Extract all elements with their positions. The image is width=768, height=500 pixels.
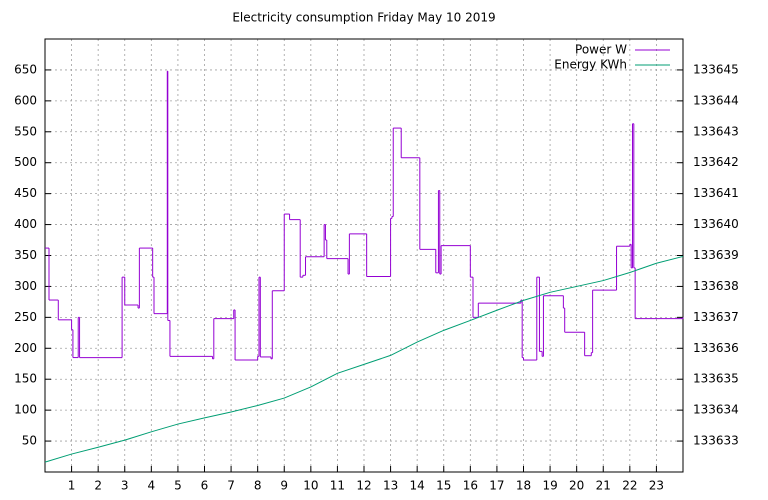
- legend-label: Power W: [575, 43, 627, 57]
- x-tick-label: 11: [330, 479, 345, 493]
- y-tick-label: 100: [14, 403, 37, 417]
- y2-tick-label: 133642: [693, 155, 739, 169]
- y-tick-label: 250: [14, 310, 37, 324]
- x-tick-label: 18: [516, 479, 531, 493]
- y-tick-label: 150: [14, 372, 37, 386]
- y2-tick-label: 133636: [693, 341, 739, 355]
- y-tick-label: 450: [14, 186, 37, 200]
- y2-tick-label: 133639: [693, 248, 739, 262]
- x-tick-label: 7: [227, 479, 235, 493]
- x-tick-label: 20: [569, 479, 584, 493]
- x-tick-label: 14: [410, 479, 425, 493]
- y-tick-label: 600: [14, 93, 37, 107]
- x-tick-label: 12: [356, 479, 371, 493]
- y2-tick-label: 133644: [693, 93, 739, 107]
- y2-tick-label: 133637: [693, 310, 739, 324]
- y2-tick-label: 133633: [693, 434, 739, 448]
- y2-tick-label: 133643: [693, 124, 739, 138]
- y2-tick-label: 133634: [693, 403, 739, 417]
- x-tick-label: 6: [201, 479, 209, 493]
- y-tick-label: 550: [14, 124, 37, 138]
- y2-tick-label: 133638: [693, 279, 739, 293]
- y-tick-label: 300: [14, 279, 37, 293]
- x-tick-label: 15: [436, 479, 451, 493]
- x-tick-label: 2: [94, 479, 102, 493]
- y-tick-label: 650: [14, 62, 37, 76]
- y-tick-label: 200: [14, 341, 37, 355]
- x-tick-label: 4: [148, 479, 156, 493]
- x-tick-label: 19: [542, 479, 557, 493]
- y2-tick-label: 133641: [693, 186, 739, 200]
- legend-label: Energy KWh: [554, 58, 627, 72]
- y2-tick-label: 133645: [693, 62, 739, 76]
- chart-title: Electricity consumption Friday May 10 20…: [232, 11, 495, 25]
- x-tick-label: 16: [463, 479, 478, 493]
- y-tick-label: 350: [14, 248, 37, 262]
- x-tick-label: 9: [280, 479, 288, 493]
- x-tick-label: 21: [596, 479, 611, 493]
- y-tick-label: 50: [22, 434, 37, 448]
- x-tick-label: 8: [254, 479, 262, 493]
- y2-tick-label: 133640: [693, 217, 739, 231]
- plot-border: [44, 38, 684, 473]
- energy-line: [44, 255, 684, 463]
- x-tick-label: 23: [649, 479, 664, 493]
- y-tick-label: 500: [14, 155, 37, 169]
- y-tick-label: 400: [14, 217, 37, 231]
- x-tick-label: 10: [303, 479, 318, 493]
- x-tick-label: 17: [489, 479, 504, 493]
- y2-tick-label: 133635: [693, 372, 739, 386]
- x-tick-label: 1: [68, 479, 76, 493]
- x-tick-label: 5: [174, 479, 182, 493]
- x-tick-label: 13: [383, 479, 398, 493]
- x-tick-label: 3: [121, 479, 129, 493]
- x-tick-label: 22: [622, 479, 637, 493]
